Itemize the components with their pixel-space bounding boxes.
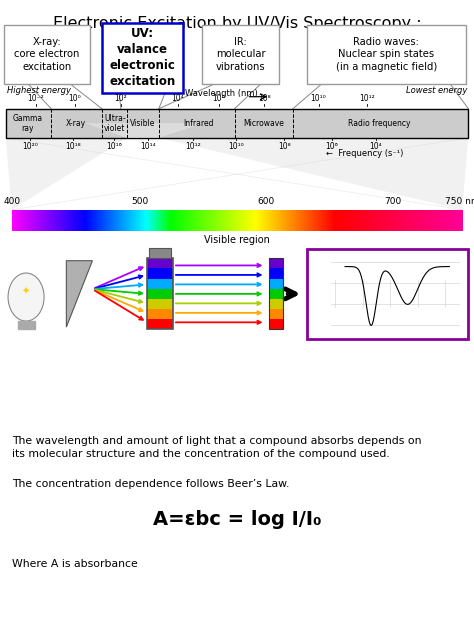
Text: 10¹²: 10¹² (359, 94, 375, 103)
Text: Gamma
ray: Gamma ray (12, 114, 43, 133)
Bar (269, 258, 283, 269)
Text: IR:
molecular
vibrations: IR: molecular vibrations (216, 37, 265, 72)
Bar (147, 309, 173, 319)
Text: 500: 500 (131, 197, 148, 206)
Polygon shape (159, 138, 468, 210)
Text: 700: 700 (384, 197, 401, 206)
Bar (18, 321, 35, 329)
Text: Highest energy: Highest energy (7, 86, 71, 95)
Text: 750 nm: 750 nm (445, 197, 474, 206)
FancyBboxPatch shape (202, 25, 279, 84)
Circle shape (8, 273, 44, 321)
Text: 10¹²: 10¹² (185, 142, 201, 150)
Text: 400: 400 (3, 197, 20, 206)
Text: ✦: ✦ (22, 287, 30, 297)
Text: 10⁶: 10⁶ (213, 94, 225, 103)
FancyBboxPatch shape (4, 25, 90, 84)
Text: Infrared: Infrared (183, 119, 213, 128)
Bar (147, 258, 173, 269)
Bar (269, 279, 283, 289)
Bar (149, 248, 171, 258)
Text: UV:
valance
electronic
excitation: UV: valance electronic excitation (109, 27, 175, 88)
Bar (307, 249, 468, 339)
FancyBboxPatch shape (307, 25, 466, 84)
Bar (269, 319, 283, 329)
Text: 10¹⁸: 10¹⁸ (66, 142, 81, 150)
Text: Where A is absorbance: Where A is absorbance (12, 559, 137, 569)
Text: Visible: Visible (129, 119, 155, 128)
Bar (269, 258, 283, 329)
Text: Microwave: Microwave (243, 119, 284, 128)
Text: Radio frequency: Radio frequency (348, 119, 410, 128)
Text: 10¹⁴: 10¹⁴ (140, 142, 155, 150)
Bar (147, 289, 173, 299)
Polygon shape (6, 138, 127, 210)
Text: X-ray: X-ray (66, 119, 86, 128)
Text: 10¹⁶: 10¹⁶ (106, 142, 122, 150)
Text: 10¹⁰: 10¹⁰ (228, 142, 244, 150)
Text: 10⁸: 10⁸ (258, 94, 271, 103)
Bar (147, 299, 173, 309)
Polygon shape (66, 260, 92, 327)
Bar (147, 319, 173, 329)
Text: 10²⁰: 10²⁰ (22, 142, 38, 150)
Text: 10⁶: 10⁶ (326, 142, 338, 150)
Text: A=εbc = log I/I₀: A=εbc = log I/I₀ (153, 510, 321, 529)
Polygon shape (85, 123, 204, 138)
Text: 10⁴: 10⁴ (370, 142, 382, 150)
Text: 10⁻²: 10⁻² (27, 94, 44, 103)
Text: The wavelength and amount of light that a compound absorbs depends on
its molecu: The wavelength and amount of light that … (12, 436, 421, 459)
Bar (6, 109, 468, 138)
Bar (269, 269, 283, 279)
Bar (147, 258, 173, 329)
FancyBboxPatch shape (102, 23, 183, 93)
Text: X-ray:
core electron
excitation: X-ray: core electron excitation (15, 37, 80, 72)
Text: Electronic Excitation by UV/Vis Spectroscopy :: Electronic Excitation by UV/Vis Spectros… (53, 16, 421, 32)
Bar (269, 299, 283, 309)
Text: The concentration dependence follows Beer’s Law.: The concentration dependence follows Bee… (12, 479, 289, 489)
Bar (269, 309, 283, 319)
Text: Lowest energy: Lowest energy (406, 86, 467, 95)
Text: 10⁰: 10⁰ (69, 94, 81, 103)
Text: Visible region: Visible region (204, 235, 270, 245)
Text: ←  Frequency (s⁻¹): ← Frequency (s⁻¹) (326, 149, 403, 157)
Text: Ultra-
violet: Ultra- violet (104, 114, 126, 133)
Text: 10⁴: 10⁴ (172, 94, 184, 103)
Bar (269, 289, 283, 299)
Text: 600: 600 (258, 197, 275, 206)
Text: 10²: 10² (115, 94, 127, 103)
Text: 10¹⁰: 10¹⁰ (310, 94, 327, 103)
Bar (147, 279, 173, 289)
Text: Wavelength (nm): Wavelength (nm) (185, 89, 257, 98)
Text: 10⁸: 10⁸ (278, 142, 291, 150)
Text: Radio waves:
Nuclear spin states
(in a magnetic field): Radio waves: Nuclear spin states (in a m… (336, 37, 437, 72)
Bar (147, 269, 173, 279)
